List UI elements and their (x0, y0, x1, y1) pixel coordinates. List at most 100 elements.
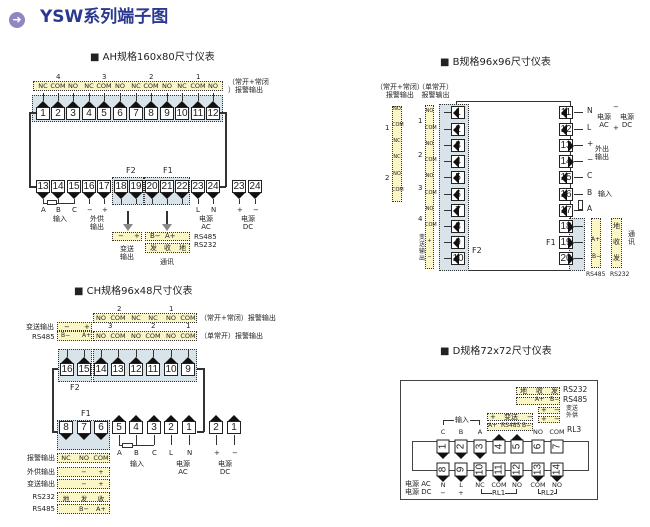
terminal[interactable]: 12 (129, 363, 143, 376)
terminal[interactable]: 4 (129, 421, 143, 434)
ch-table-row (57, 453, 110, 463)
terminal[interactable]: 9 (454, 462, 468, 477)
terminal-label: N (187, 449, 193, 457)
terminal[interactable]: 11 (146, 363, 160, 376)
terminal[interactable]: 6 (531, 439, 545, 454)
terminal[interactable]: 14 (51, 180, 65, 193)
terminal[interactable]: 11 (492, 462, 506, 477)
resistor-icon (47, 200, 57, 205)
terminal[interactable]: 4 (492, 439, 506, 454)
terminal[interactable]: 8 (59, 421, 73, 434)
terminal[interactable]: 3 (66, 107, 80, 120)
b-heading: ■ B规格96x96尺寸仪表 (440, 57, 551, 68)
terminal[interactable]: 7 (77, 421, 91, 434)
b-col2-group: 1 (418, 117, 423, 125)
wire (216, 435, 217, 445)
terminal[interactable]: 7 (129, 107, 143, 120)
d-top-label: B (458, 428, 464, 436)
terminal[interactable]: 12 (510, 462, 524, 477)
terminal[interactable]: 5 (97, 107, 111, 120)
b-col2-label: + (427, 238, 432, 244)
terminal[interactable]: 16 (82, 180, 96, 193)
terminal[interactable]: 19 (129, 180, 143, 193)
terminal[interactable]: 11 (191, 107, 205, 120)
ch-table-row (57, 479, 110, 489)
ch-input-label: 输入 (130, 460, 144, 468)
terminal[interactable]: 23 (191, 180, 205, 193)
terminal[interactable]: 3 (147, 421, 161, 434)
terminal[interactable]: 2 (209, 421, 223, 434)
terminal-label: A (41, 206, 46, 214)
terminal[interactable]: 24 (248, 180, 262, 193)
terminal[interactable]: 13 (531, 462, 545, 477)
terminal[interactable]: 2 (51, 107, 65, 120)
wire (136, 199, 137, 204)
terminal[interactable]: 15 (67, 180, 81, 193)
ah-frame-top-right (220, 112, 226, 114)
terminal[interactable]: 8 (144, 107, 158, 120)
terminal[interactable]: 3 (473, 439, 487, 454)
wire (444, 161, 451, 162)
terminal[interactable]: 23 (232, 180, 246, 193)
terminal[interactable]: 1 (36, 107, 50, 120)
terminal[interactable]: 5 (112, 421, 126, 434)
wire (58, 93, 59, 101)
d-bottom-label: + (458, 489, 464, 497)
b-col2-label: COM (425, 190, 437, 196)
ah-heading-text: AH规格160x80尺寸仪表 (102, 52, 215, 63)
ah-rs232-rx: 收 (164, 244, 171, 252)
b-note-nonc: （常开+常闭） 报警输出 (376, 83, 424, 100)
terminal[interactable]: 12 (206, 107, 220, 120)
terminal[interactable]: 2 (454, 439, 468, 454)
wire (104, 199, 105, 204)
ah-frame-left (29, 112, 31, 187)
terminal[interactable]: 9 (160, 107, 174, 120)
terminal[interactable]: 6 (94, 421, 108, 434)
ch-power-dc: 电源 DC (218, 460, 232, 477)
terminal[interactable]: 10 (175, 107, 189, 120)
terminal[interactable]: 14 (550, 462, 564, 477)
terminal[interactable]: 13 (111, 363, 125, 376)
terminal[interactable]: 16 (60, 363, 74, 376)
terminal[interactable]: 8 (436, 462, 450, 477)
terminal[interactable]: 20 (145, 180, 159, 193)
wire (118, 350, 119, 357)
terminal[interactable]: 24 (206, 180, 220, 193)
ch-frame-bl (52, 431, 58, 433)
terminal-arrow-icon (61, 357, 73, 363)
ch-frame-tr (197, 368, 204, 370)
ch-table-label: 报警输出 (27, 454, 55, 462)
ch-table-row (57, 492, 110, 502)
terminal[interactable]: 7 (550, 439, 564, 454)
ch-table-cell: 发 (80, 495, 88, 503)
terminal[interactable]: 1 (436, 439, 450, 454)
terminal[interactable]: 13 (36, 180, 50, 193)
terminal[interactable]: 10 (164, 363, 178, 376)
ah-heading: ■ AH规格160x80尺寸仪表 (90, 52, 215, 63)
terminal[interactable]: 15 (77, 363, 91, 376)
terminal[interactable]: 9 (181, 363, 195, 376)
d-rs485-b: B− (550, 396, 560, 403)
terminal[interactable]: 6 (113, 107, 127, 120)
terminal[interactable]: 17 (97, 180, 111, 193)
terminal[interactable]: 14 (94, 363, 108, 376)
terminal[interactable]: 2 (164, 421, 178, 434)
terminal[interactable]: 5 (510, 439, 524, 454)
ch-f2-minus: − (64, 323, 70, 331)
terminal[interactable]: 1 (227, 421, 241, 434)
terminal[interactable]: 18 (114, 180, 128, 193)
terminal-arrow-icon (474, 476, 486, 482)
alarm-label: COM (190, 82, 206, 90)
terminal-label: C (152, 449, 157, 457)
terminal[interactable]: 4 (82, 107, 96, 120)
alarm-label: NC (131, 82, 141, 90)
wire (167, 199, 168, 204)
terminal[interactable]: 10 (473, 462, 487, 477)
terminal[interactable]: 22 (175, 180, 189, 193)
b-right-label: N (587, 106, 593, 115)
alarm-label: COM (143, 82, 159, 90)
terminal[interactable]: 21 (160, 180, 174, 193)
terminal-arrow-icon (176, 101, 188, 107)
terminal[interactable]: 1 (182, 421, 196, 434)
ch-table-label: 变送输出 (27, 480, 55, 488)
